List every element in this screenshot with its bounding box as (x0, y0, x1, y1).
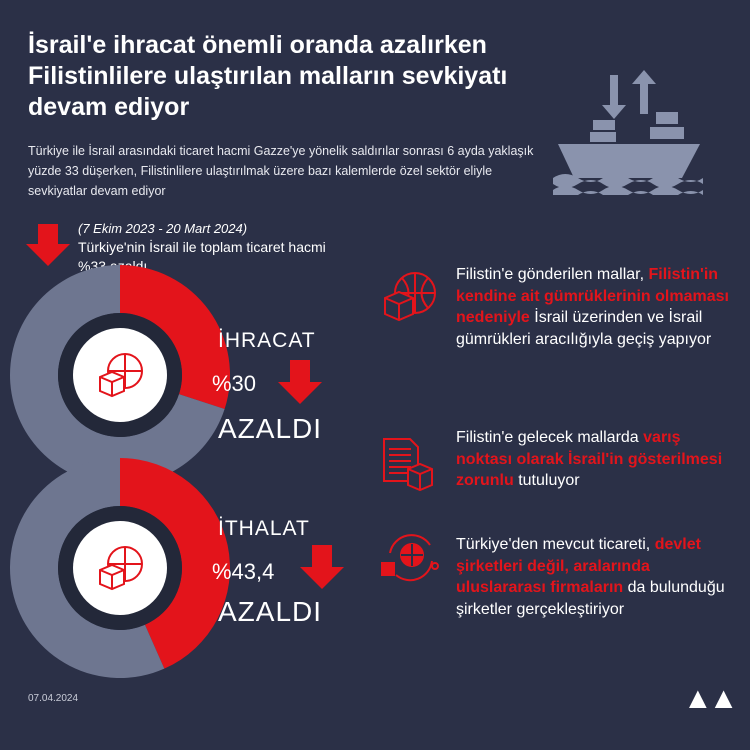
donut-charts (9, 265, 230, 678)
import-value: %43,4 (212, 559, 275, 584)
info-item-3: Türkiye'den mevcut ticareti, devlet şirk… (456, 536, 725, 618)
import-down-arrow-icon (300, 545, 344, 589)
page-title: İsrail'e ihracat önemli oranda azalırken… (28, 31, 508, 121)
export-down-arrow-icon (278, 360, 322, 404)
import-label: İTHALAT (218, 517, 310, 540)
cargo-ship-icon (553, 70, 703, 195)
subtitle: Türkiye ile İsrail arasındaki ticaret ha… (28, 144, 534, 198)
down-arrow-icon (26, 224, 70, 266)
donut-slice-decrease (120, 458, 230, 669)
globe-box-icon (384, 272, 436, 322)
donut-slice-rest (9, 265, 225, 485)
period: (7 Ekim 2023 - 20 Mart 2024) (78, 221, 248, 236)
globe-box-icon (99, 546, 143, 591)
info-item-1: Filistin'e gönderilen mallar, Filistin'i… (456, 266, 729, 348)
global-logistics-icon (381, 534, 439, 582)
export-label: İHRACAT (218, 329, 316, 352)
aa-logo: ▲▲ (683, 682, 738, 715)
documents-box-icon (383, 438, 433, 492)
donut-slice-decrease (120, 265, 230, 409)
donut-slice-rest (9, 458, 165, 678)
globe-box-icon (99, 353, 143, 398)
info-item-2: Filistin'e gelecek mallarda varış noktas… (456, 429, 723, 489)
import-status: AZALDI (218, 596, 323, 627)
export-value: %30 (212, 371, 257, 396)
export-status: AZALDI (218, 413, 323, 444)
date: 07.04.2024 (28, 693, 79, 704)
